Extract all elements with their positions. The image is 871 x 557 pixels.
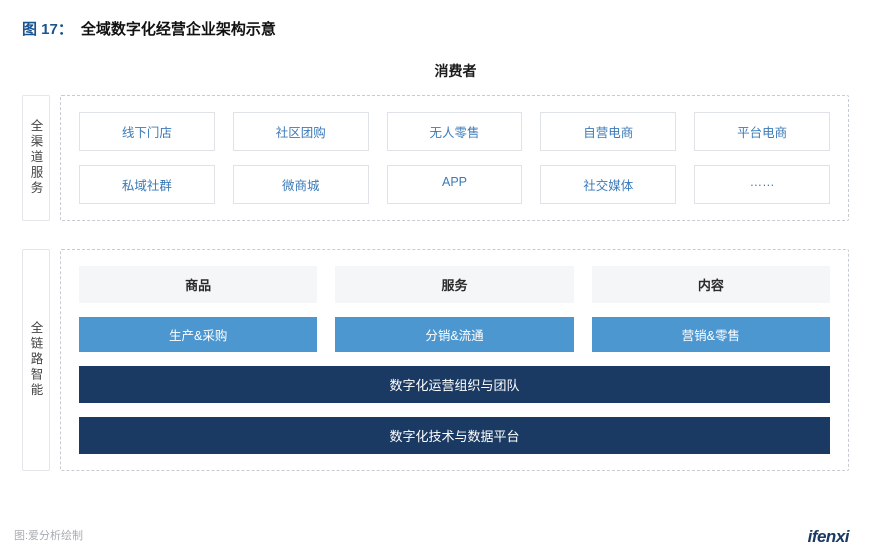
side-label-box-intelligence: 全链路智能 xyxy=(22,249,50,471)
intel-header-row: 商品 服务 内容 xyxy=(79,266,830,303)
side-label-channels: 全渠道服务 xyxy=(27,119,46,197)
channel-box: APP xyxy=(387,165,523,204)
intel-blue-box: 生产&采购 xyxy=(79,317,317,352)
channel-box: …… xyxy=(694,165,830,204)
channel-row-2: 私域社群 微商城 APP 社交媒体 …… xyxy=(79,165,830,204)
channel-box: 自营电商 xyxy=(540,112,676,151)
intel-header: 商品 xyxy=(79,266,317,303)
channel-box: 微商城 xyxy=(233,165,369,204)
intel-blue-box: 营销&零售 xyxy=(592,317,830,352)
intel-blue-row: 生产&采购 分销&流通 营销&零售 xyxy=(79,317,830,352)
channel-box: 无人零售 xyxy=(387,112,523,151)
channel-box: 线下门店 xyxy=(79,112,215,151)
consumer-label: 消费者 xyxy=(62,61,849,81)
section-body-channels: 线下门店 社区团购 无人零售 自营电商 平台电商 私域社群 微商城 APP 社交… xyxy=(60,95,849,221)
footer-source: 图:爱分析绘制 xyxy=(14,527,83,543)
channel-box: 社区团购 xyxy=(233,112,369,151)
section-intelligence: 全链路智能 商品 服务 内容 生产&采购 分销&流通 营销&零售 数字化运营组织… xyxy=(22,249,849,471)
diagram-body: 全渠道服务 线下门店 社区团购 无人零售 自营电商 平台电商 私域社群 微商城 … xyxy=(22,95,849,471)
side-label-intelligence: 全链路智能 xyxy=(27,321,46,399)
figure-number: 图 17： xyxy=(22,18,73,39)
footer-brand: ifenxi xyxy=(808,527,849,547)
channel-box: 私域社群 xyxy=(79,165,215,204)
intel-header: 内容 xyxy=(592,266,830,303)
channel-box: 社交媒体 xyxy=(540,165,676,204)
intel-blue-box: 分销&流通 xyxy=(335,317,573,352)
intel-dark-band: 数字化技术与数据平台 xyxy=(79,417,830,454)
figure-title-row: 图 17： 全域数字化经营企业架构示意 xyxy=(22,18,849,39)
side-label-box-channels: 全渠道服务 xyxy=(22,95,50,221)
intel-header: 服务 xyxy=(335,266,573,303)
intel-dark-band: 数字化运营组织与团队 xyxy=(79,366,830,403)
channel-box: 平台电商 xyxy=(694,112,830,151)
section-channels: 全渠道服务 线下门店 社区团购 无人零售 自营电商 平台电商 私域社群 微商城 … xyxy=(22,95,849,221)
channel-row-1: 线下门店 社区团购 无人零售 自营电商 平台电商 xyxy=(79,112,830,151)
figure-title: 全域数字化经营企业架构示意 xyxy=(81,18,276,39)
section-body-intelligence: 商品 服务 内容 生产&采购 分销&流通 营销&零售 数字化运营组织与团队 数字… xyxy=(60,249,849,471)
